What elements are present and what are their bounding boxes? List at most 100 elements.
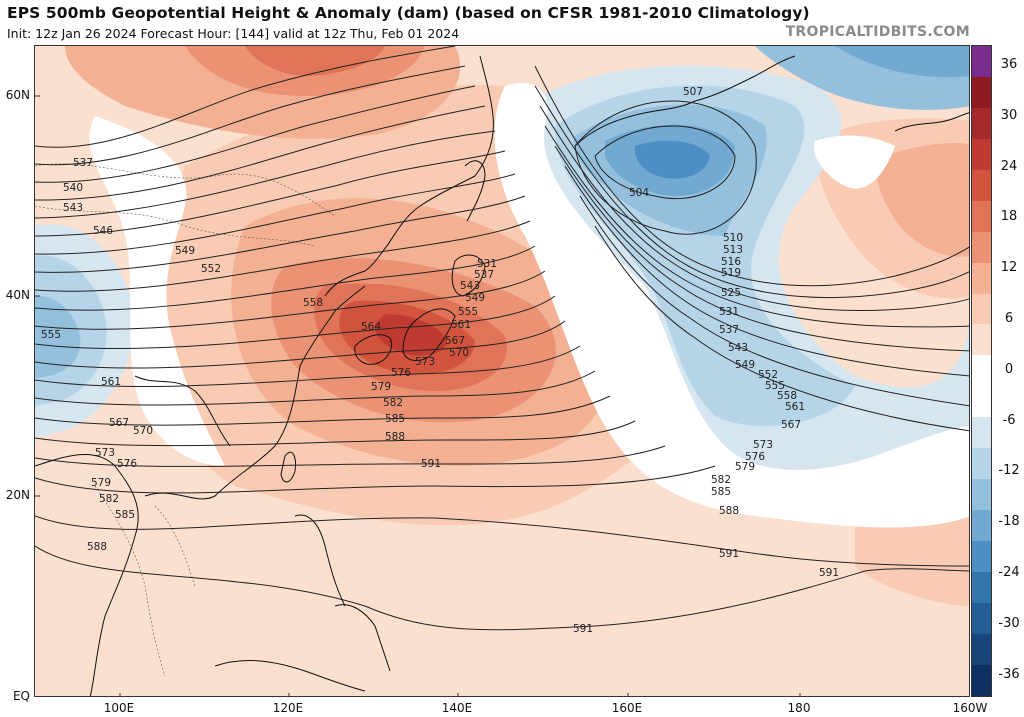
colorbar-segment	[972, 324, 991, 356]
contour-label: 549	[175, 245, 195, 257]
colorbar-segment	[972, 169, 991, 201]
contour-label: 582	[99, 493, 119, 505]
contour-label: 585	[115, 509, 135, 521]
contour-label: 570	[133, 425, 153, 437]
contour-label: 582	[383, 397, 403, 409]
lon-label-180: 180	[787, 701, 811, 715]
lat-label-20n: 20N	[5, 488, 30, 502]
contour-label: 552	[758, 369, 778, 381]
colorbar-segment	[972, 602, 991, 634]
colorbar-segment	[972, 46, 991, 77]
colorbar-tick-label: -6	[1002, 412, 1016, 428]
colorbar-segment	[972, 262, 991, 294]
neutral-bands	[89, 82, 969, 528]
graticule	[35, 95, 801, 696]
map-panel: 537 540 543 546 549 552 555 558 561 564 …	[34, 45, 970, 697]
colorbar-segment	[972, 510, 991, 541]
contour-label: 591	[573, 623, 593, 635]
contour-label: 588	[385, 431, 405, 443]
contour-label: 531	[477, 258, 497, 270]
contour-label: 564	[361, 321, 381, 333]
contour-label: 525	[721, 287, 741, 299]
contour-label: 558	[303, 297, 323, 309]
lon-label-120e: 120E	[272, 701, 304, 715]
contour-label: 531	[719, 306, 739, 318]
colorbar-segment	[972, 633, 991, 665]
contour-label: 504	[629, 187, 649, 199]
positive-anomaly-fills	[65, 46, 969, 606]
contour-label: 561	[451, 319, 471, 331]
lon-label-160e: 160E	[611, 701, 643, 715]
contour-label: 549	[465, 292, 485, 304]
colorbar-tick-label: 18	[1000, 209, 1018, 225]
colorbar-tick-label: 36	[1000, 57, 1018, 72]
contour-label: 591	[421, 458, 441, 470]
colorbar-tick-label: -30	[998, 615, 1020, 631]
height-contours	[35, 46, 969, 631]
contour-label: 573	[415, 356, 435, 368]
coastlines	[35, 55, 969, 696]
contour-label: 576	[745, 451, 765, 463]
colorbar-segment	[972, 138, 991, 170]
colorbar-tick-label: -24	[998, 565, 1020, 580]
colorbar-segment	[972, 571, 991, 603]
contour-label: 540	[63, 182, 83, 194]
colorbar-tick-label: 0	[1004, 361, 1014, 377]
country-borders	[35, 163, 336, 677]
colorbar-segment	[972, 417, 991, 449]
site-credit: TROPICALTIDBITS.COM	[785, 24, 970, 40]
colorbar-tick-label: 6	[1004, 311, 1014, 326]
contour-label: 573	[95, 447, 115, 459]
contour-label: 552	[201, 263, 221, 275]
map-canvas: 537 540 543 546 549 552 555 558 561 564 …	[35, 46, 969, 696]
contour-label: 537	[474, 269, 494, 281]
colorbar-tick-label: 24	[1000, 158, 1018, 174]
contour-label: 576	[117, 458, 137, 470]
contour-label: 543	[63, 202, 83, 214]
colorbar-segment	[972, 355, 991, 387]
colorbar-segment	[972, 448, 991, 480]
contour-label: 576	[391, 367, 411, 379]
contour-label: 588	[87, 541, 107, 553]
colorbar-segment	[972, 293, 991, 325]
colorbar-tick-label: -18	[998, 514, 1020, 530]
contour-label: 582	[711, 474, 731, 486]
colorbar-segment	[972, 76, 991, 108]
contour-label: 561	[785, 401, 805, 413]
anomaly-colorbar	[971, 45, 992, 697]
chart-subtitle: Init: 12z Jan 26 2024 Forecast Hour: [14…	[7, 26, 460, 41]
colorbar-segment	[972, 664, 991, 696]
contour-label: 513	[723, 244, 743, 256]
contour-label: 549	[735, 359, 755, 371]
contour-label: 555	[458, 306, 478, 318]
colorbar-tick-label: -12	[998, 463, 1020, 479]
colorbar-segment	[972, 479, 991, 511]
contour-label: 579	[735, 461, 755, 473]
contour-label: 591	[719, 548, 739, 560]
contour-label: 567	[109, 417, 129, 429]
contour-label: 519	[721, 267, 741, 279]
colorbar-segment	[972, 107, 991, 139]
contour-labels: 537 540 543 546 549 552 555 558 561 564 …	[41, 86, 839, 635]
lon-label-140e: 140E	[441, 701, 473, 715]
colorbar-segment	[972, 200, 991, 232]
contour-label: 585	[711, 486, 731, 498]
lon-label-100e: 100E	[103, 701, 135, 715]
contour-label: 567	[445, 335, 465, 347]
contour-label: 561	[101, 376, 121, 388]
colorbar-tick-label: 12	[1000, 260, 1018, 276]
lon-label-160w: 160W	[952, 701, 988, 715]
contour-label: 570	[449, 347, 469, 359]
contour-label: 507	[683, 86, 703, 98]
lat-label-eq: EQ	[12, 689, 30, 703]
chart-title: EPS 500mb Geopotential Height & Anomaly …	[7, 4, 810, 22]
colorbar-segment	[972, 541, 991, 572]
contour-label: 567	[781, 419, 801, 431]
contour-label: 588	[719, 505, 739, 517]
contour-label: 579	[91, 477, 111, 489]
contour-label: 558	[777, 390, 797, 402]
contour-label: 543	[460, 280, 480, 292]
contour-label: 555	[41, 329, 61, 341]
colorbar-segment	[972, 386, 991, 418]
contour-label: 555	[765, 380, 785, 392]
